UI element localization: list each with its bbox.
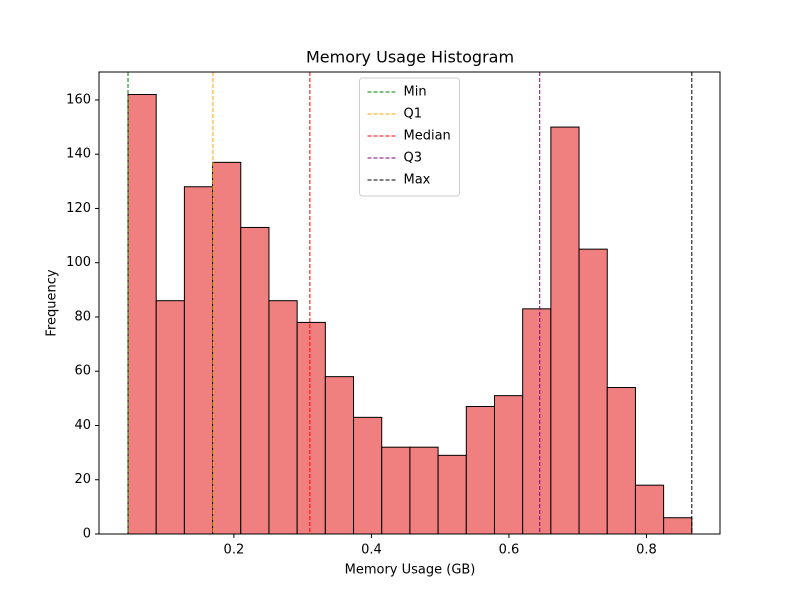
- bar: [437, 454, 467, 535]
- bar: [493, 395, 524, 535]
- bar: [606, 387, 636, 535]
- y-axis-label: Frequency: [45, 269, 60, 336]
- bar: [183, 186, 214, 535]
- legend-label: Q3: [404, 151, 423, 166]
- x-axis-label: Memory Usage (GB): [345, 563, 476, 578]
- y-tick-label: 0: [83, 527, 91, 542]
- legend-label: Q1: [404, 107, 423, 122]
- legend-label: Median: [404, 129, 451, 144]
- bar: [578, 248, 608, 535]
- legend-box: [359, 77, 460, 197]
- y-tick-label: 120: [66, 201, 91, 216]
- y-tick-label: 140: [66, 147, 91, 162]
- legend-label: Max: [404, 173, 431, 188]
- y-tick-label: 60: [74, 364, 91, 379]
- y-tick-label: 20: [74, 472, 91, 487]
- x-tick-label: 0.2: [224, 543, 245, 558]
- y-tick-label: 40: [74, 418, 91, 433]
- y-tick-label: 80: [74, 309, 91, 324]
- bar: [663, 517, 693, 535]
- bar: [353, 416, 383, 535]
- legend-label: Min: [404, 85, 427, 100]
- bar: [550, 126, 580, 535]
- y-tick-label: 100: [66, 255, 91, 270]
- bar: [381, 446, 411, 535]
- legend: Min Q1 Median Q3 Max: [359, 77, 460, 197]
- x-tick-label: 0.6: [499, 543, 520, 558]
- bar: [634, 484, 665, 535]
- x-tick-label: 0.4: [361, 543, 382, 558]
- bar: [240, 226, 270, 535]
- chart-title: Memory Usage Histogram: [306, 48, 514, 67]
- bar: [296, 321, 326, 535]
- x-tick-label: 0.8: [636, 543, 657, 558]
- bar: [127, 94, 157, 535]
- bar: [268, 300, 298, 535]
- y-tick-label: 160: [66, 92, 91, 107]
- bar: [324, 376, 355, 535]
- bar: [465, 405, 495, 535]
- plot-frame: [98, 71, 721, 535]
- bar: [212, 161, 242, 535]
- bar: [409, 446, 439, 535]
- bar: [155, 300, 185, 535]
- bar: [522, 308, 552, 535]
